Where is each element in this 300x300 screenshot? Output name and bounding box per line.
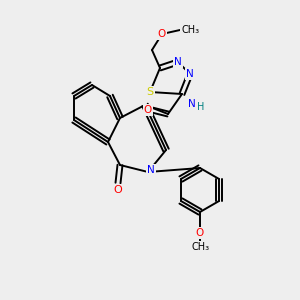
- Text: O: O: [196, 228, 204, 238]
- Text: N: N: [147, 165, 155, 175]
- Text: O: O: [144, 105, 152, 115]
- Text: S: S: [146, 87, 154, 97]
- Text: H: H: [197, 102, 205, 112]
- Text: N: N: [186, 69, 194, 79]
- Text: O: O: [158, 29, 166, 39]
- Text: CH₃: CH₃: [181, 25, 199, 35]
- Text: CH₃: CH₃: [192, 242, 210, 252]
- Text: N: N: [174, 57, 182, 67]
- Text: N: N: [188, 99, 196, 109]
- Text: O: O: [114, 185, 122, 195]
